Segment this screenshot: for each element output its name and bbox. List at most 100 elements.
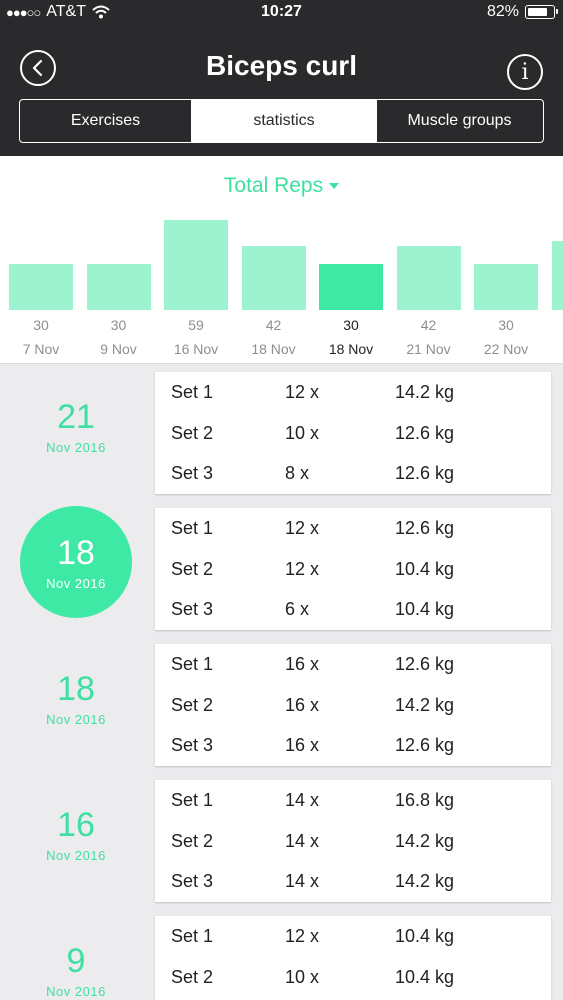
set-row: Set 3 16 x 12.6 kg: [155, 725, 551, 765]
sets-card[interactable]: Set 1 14 x 16.8 kg Set 2 14 x 14.2 kg Set 3 14 …: [155, 780, 551, 902]
set-row: Set 1 12 x 14.2 kg: [155, 372, 551, 412]
sets-card[interactable]: Set 1 16 x 12.6 kg Set 2 16 x 14.2 kg Set 3 16 …: [155, 644, 551, 766]
chart-bar[interactable]: [9, 264, 73, 310]
sets-card[interactable]: Set 1 12 x 10.4 kg Set 2 10 x 10.4 kg: [155, 916, 551, 1000]
set-weight: 14.2 kg: [395, 871, 455, 891]
set-weight: 16.8 kg: [395, 790, 455, 810]
set-label: Set 1: [171, 926, 214, 946]
chart-bar[interactable]: [551, 241, 563, 310]
chart-bar[interactable]: [319, 264, 383, 310]
bar-value-label: 59: [188, 317, 204, 333]
set-reps: 14 x: [285, 871, 320, 891]
set-reps: 12 x: [285, 926, 320, 946]
chart-bar[interactable]: [474, 264, 538, 310]
set-label: Set 2: [171, 966, 214, 987]
set-label: Set 3: [171, 735, 214, 755]
set-label: Set 1: [171, 654, 214, 674]
battery-status: 82%: [486, 3, 558, 21]
session-item[interactable]: 18 Nov 2016 Set 1 12 x 12.6 kg Set 2 12 x 10.4 …: [0, 500, 563, 630]
session-day: 21: [57, 397, 95, 436]
session-item[interactable]: 18 Nov 2016 Set 1 16 x 12.6 kg Set 2 16 x 14.2 …: [0, 636, 563, 766]
set-row: Set 2 10 x 10.4 kg: [155, 957, 551, 997]
bar-date-label: 9 Nov: [100, 341, 137, 357]
set-weight: 12.6 kg: [395, 422, 455, 443]
session-item[interactable]: 9 Nov 2016 Set 1 12 x 10.4 kg Set 2 10 x 10.4 k…: [0, 908, 563, 1000]
set-reps: 10 x: [285, 422, 320, 443]
page-title: Biceps curl: [206, 50, 357, 81]
bar-value-label: 42: [265, 317, 282, 333]
back-button[interactable]: [20, 50, 56, 86]
bar-value-label: 30: [33, 317, 49, 333]
set-weight: 10.4 kg: [395, 599, 455, 619]
tab-statistics[interactable]: statistics: [192, 100, 377, 142]
metric-label: Total Reps: [223, 174, 324, 197]
set-row: Set 1 16 x 12.6 kg: [155, 644, 551, 684]
set-reps: 14 x: [285, 830, 320, 851]
set-reps: 12 x: [285, 518, 320, 538]
set-row: Set 2 12 x 10.4 kg: [155, 549, 551, 589]
set-row: Set 2 16 x 14.2 kg: [155, 685, 551, 725]
tab-muscle-groups[interactable]: Muscle groups: [407, 112, 512, 129]
info-button[interactable]: i: [507, 54, 543, 90]
status-bar: ●●●○○ AT&T 10:27 82%: [0, 0, 563, 26]
set-reps: 6 x: [285, 599, 310, 619]
bar-value-label: 42: [420, 317, 437, 333]
chart-bar[interactable]: [241, 245, 306, 310]
sets-card[interactable]: Set 1 12 x 12.6 kg Set 2 12 x 10.4 kg Set 3 6 x…: [155, 508, 551, 630]
set-row: Set 3 14 x 14.2 kg: [155, 861, 551, 901]
session-date[interactable]: 16 Nov 2016: [20, 778, 132, 890]
set-reps: 16 x: [285, 654, 320, 674]
session-date[interactable]: 9 Nov 2016: [20, 914, 132, 1000]
chart-bar[interactable]: [396, 245, 461, 310]
session-month-year: Nov 2016: [46, 711, 106, 727]
set-row: Set 1 14 x 16.8 kg: [155, 780, 551, 820]
bar-date-label: 18 Nov: [328, 341, 374, 357]
set-weight: 12.6 kg: [395, 518, 455, 538]
set-reps: 12 x: [285, 382, 320, 402]
session-day: 18: [57, 533, 95, 572]
session-month-year: Nov 2016: [46, 575, 106, 591]
tab-exercises[interactable]: Exercises: [20, 100, 192, 142]
set-reps: 8 x: [285, 463, 310, 483]
session-date[interactable]: 18 Nov 2016: [20, 642, 132, 754]
set-reps: 10 x: [285, 966, 320, 987]
chart-bar[interactable]: [164, 219, 228, 310]
carrier-name: AT&T: [46, 3, 86, 20]
set-label: Set 3: [171, 463, 214, 483]
set-label: Set 2: [171, 830, 214, 851]
set-label: Set 2: [171, 422, 214, 443]
set-reps: 16 x: [285, 735, 320, 755]
set-label: Set 1: [171, 518, 214, 538]
session-day: 9: [66, 941, 86, 980]
metric-selector[interactable]: Total Reps: [0, 174, 563, 198]
set-weight: 14.2 kg: [395, 382, 455, 402]
set-label: Set 2: [171, 694, 214, 715]
bar-date-label: 18 Nov: [251, 341, 296, 357]
bar-value-label: 30: [498, 317, 514, 333]
info-icon: i: [521, 59, 529, 85]
set-weight: 10.4 kg: [395, 926, 455, 946]
bar-value-label: 30: [343, 317, 359, 333]
set-weight: 10.4 kg: [395, 558, 455, 579]
battery-percent: 82%: [486, 3, 519, 20]
bar-date-label: 7 Nov: [22, 341, 60, 357]
session-item[interactable]: 16 Nov 2016 Set 1 14 x 16.8 kg Set 2 14 x 14.2 …: [0, 772, 563, 902]
sets-card[interactable]: Set 1 12 x 14.2 kg Set 2 10 x 12.6 kg Set 3 8 x…: [155, 372, 551, 494]
session-date[interactable]: 21 Nov 2016: [20, 370, 132, 482]
tab-bar: Exercises statistics Muscle groups: [19, 99, 544, 143]
bar-date-label: 16 Nov: [173, 341, 219, 357]
chevron-left-icon: [32, 59, 43, 77]
session-date[interactable]: 18 Nov 2016: [20, 506, 132, 618]
set-reps: 12 x: [285, 558, 320, 579]
wifi-icon: [92, 5, 110, 19]
chart-bar[interactable]: [86, 264, 151, 310]
session-month-year: Nov 2016: [46, 439, 106, 455]
session-item[interactable]: 21 Nov 2016 Set 1 12 x 14.2 kg Set 2 10 x 12.6 …: [0, 364, 563, 494]
reps-chart: 30 7 Nov 30 9 Nov 59 16 Nov 42 18 Nov 30 18 Nov 42…: [0, 156, 563, 364]
set-row: Set 2 14 x 14.2 kg: [155, 821, 551, 861]
bar-date-label: 21 Nov: [406, 341, 451, 357]
set-row: Set 3 8 x 12.6 kg: [155, 453, 551, 493]
set-reps: 16 x: [285, 694, 320, 715]
set-row: Set 1 12 x 12.6 kg: [155, 508, 551, 548]
app-header: Biceps curl i Exercises statistics Muscl…: [0, 26, 563, 156]
